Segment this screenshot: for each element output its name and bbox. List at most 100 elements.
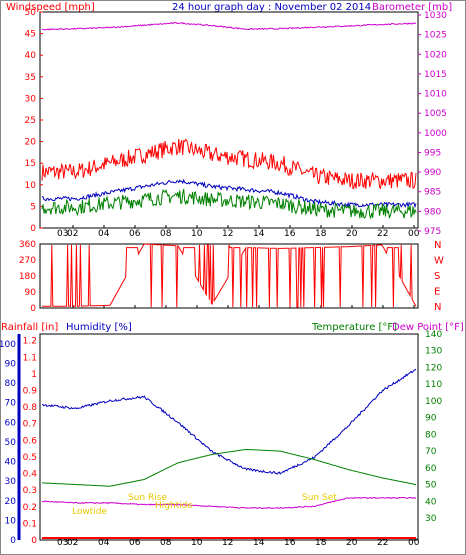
temperature-tick: 100 <box>425 397 442 407</box>
sunrise-annotation: Sun Rise <box>128 493 167 503</box>
direction-tick: 180 <box>19 272 36 282</box>
barometer-label: Barometer [mb] <box>372 2 452 13</box>
temperature-tick: 110 <box>425 380 442 390</box>
x-tick-bottom: 16 <box>284 538 296 548</box>
humidity-series <box>41 368 417 475</box>
direction-tick: 360 <box>19 240 36 250</box>
x-tick-top: 08 <box>160 229 172 239</box>
humidity-tick: 20 <box>5 497 17 507</box>
x-tick-top: 06 <box>129 229 141 239</box>
rain-tick: 0.1 <box>23 519 37 529</box>
x-tick-top: 12 <box>222 229 233 239</box>
barometer-tick: 1020 <box>424 50 447 60</box>
x-tick-top: 16 <box>284 229 296 239</box>
temperature-tick: 80 <box>425 430 437 440</box>
humidity-tick: 30 <box>5 477 17 487</box>
rain-tick: 0.5 <box>23 453 37 463</box>
humidity-tick: 10 <box>5 516 17 526</box>
barometer-tick: 1000 <box>424 129 447 139</box>
barometer-tick: 995 <box>424 148 441 158</box>
direction-series <box>42 243 417 308</box>
x-tick-top: 02 <box>67 229 78 239</box>
temperature-tick: 90 <box>425 414 437 424</box>
x-tick-bottom: 04 <box>98 538 110 548</box>
x-tick-top: 18 <box>315 229 327 239</box>
rain-tick: 0.3 <box>23 486 37 496</box>
rain-tick: 0.7 <box>23 420 37 430</box>
windspeed-tick: 40 <box>25 51 37 61</box>
temperature-label: Temperature [°F] <box>311 322 397 333</box>
humidity-label: Humidity [%] <box>66 322 132 333</box>
humidity-tick: 0 <box>10 536 16 546</box>
windspeed-tick: 10 <box>25 181 37 191</box>
temperature-tick: 130 <box>425 347 442 357</box>
temperature-tick: 140 <box>425 330 442 340</box>
windspeed-tick: 50 <box>25 8 37 18</box>
windspeed-tick: 45 <box>25 30 36 40</box>
barometer-tick: 980 <box>424 207 441 217</box>
x-tick-top: 00 <box>408 229 420 239</box>
rain-tick: 1 <box>31 370 37 380</box>
direction-tick: 0 <box>30 304 36 314</box>
barometer-tick: 990 <box>424 168 441 178</box>
min-wind-series <box>41 188 417 220</box>
windspeed-tick: 5 <box>30 202 36 212</box>
x-tick-bottom: 18 <box>315 538 327 548</box>
rain-tick: 1.1 <box>23 353 37 363</box>
windspeed-label: Windspeed [mph] <box>6 2 95 13</box>
rain-tick: 1.2 <box>23 337 37 347</box>
barometer-tick: 1030 <box>424 11 447 21</box>
temperature-tick: 60 <box>425 464 437 474</box>
humidity-tick: 90 <box>5 359 17 369</box>
x-tick-bottom: 10 <box>191 538 203 548</box>
windspeed-tick: 15 <box>25 159 36 169</box>
direction-letter: W <box>434 256 444 267</box>
x-tick-bottom: 14 <box>253 538 265 548</box>
x-tick-bottom: 06 <box>129 538 141 548</box>
barometer-series <box>41 21 417 31</box>
barometer-tick: 1010 <box>424 90 447 100</box>
rain-tick: 0.9 <box>23 386 38 396</box>
rain-tick: 0.4 <box>23 470 38 480</box>
x-tick-bottom: 03 <box>57 538 68 548</box>
rain-tick: 0 <box>31 536 37 546</box>
x-tick-bottom: 20 <box>346 538 358 548</box>
x-tick-top: 03 <box>57 229 68 239</box>
avg-wind-series <box>41 178 417 209</box>
dewpoint-series <box>41 496 417 509</box>
humidity-tick: 40 <box>5 458 17 468</box>
x-tick-bottom: 00 <box>408 538 420 548</box>
x-tick-top: 14 <box>253 229 265 239</box>
temperature-tick: 120 <box>425 363 442 373</box>
graph-title: 24 hour graph day : November 02 2014 <box>172 2 371 13</box>
x-tick-top: 10 <box>191 229 203 239</box>
rain-tick: 0.6 <box>23 436 38 446</box>
temperature-tick: 30 <box>425 514 437 524</box>
x-tick-bottom: 02 <box>67 538 78 548</box>
humidity-tick: 50 <box>5 438 17 448</box>
windspeed-tick: 20 <box>25 138 37 148</box>
temperature-tick: 50 <box>425 481 437 491</box>
x-tick-bottom: 22 <box>377 538 388 548</box>
dewpoint-label: Dew Point [°F] <box>392 322 464 333</box>
x-tick-bottom: 12 <box>222 538 233 548</box>
humidity-tick: 70 <box>5 399 17 409</box>
barometer-tick: 975 <box>424 227 441 237</box>
barometer-tick: 1005 <box>424 109 447 119</box>
gust-series <box>41 138 417 190</box>
direction-letter: N <box>434 302 441 313</box>
x-tick-top: 22 <box>377 229 388 239</box>
temperature-tick: 70 <box>425 447 437 457</box>
direction-letter: E <box>434 287 440 298</box>
sunset-annotation: Sun Set <box>302 493 337 503</box>
windspeed-tick: 25 <box>25 116 36 126</box>
lowtide-annotation: Lowtide <box>72 507 107 517</box>
windspeed-tick: 0 <box>30 224 36 234</box>
direction-panel-frame <box>39 243 419 309</box>
humidity-tick: 80 <box>5 379 17 389</box>
direction-tick: 270 <box>19 256 36 266</box>
x-tick-top: 04 <box>98 229 110 239</box>
temperature-tick: 40 <box>425 497 437 507</box>
